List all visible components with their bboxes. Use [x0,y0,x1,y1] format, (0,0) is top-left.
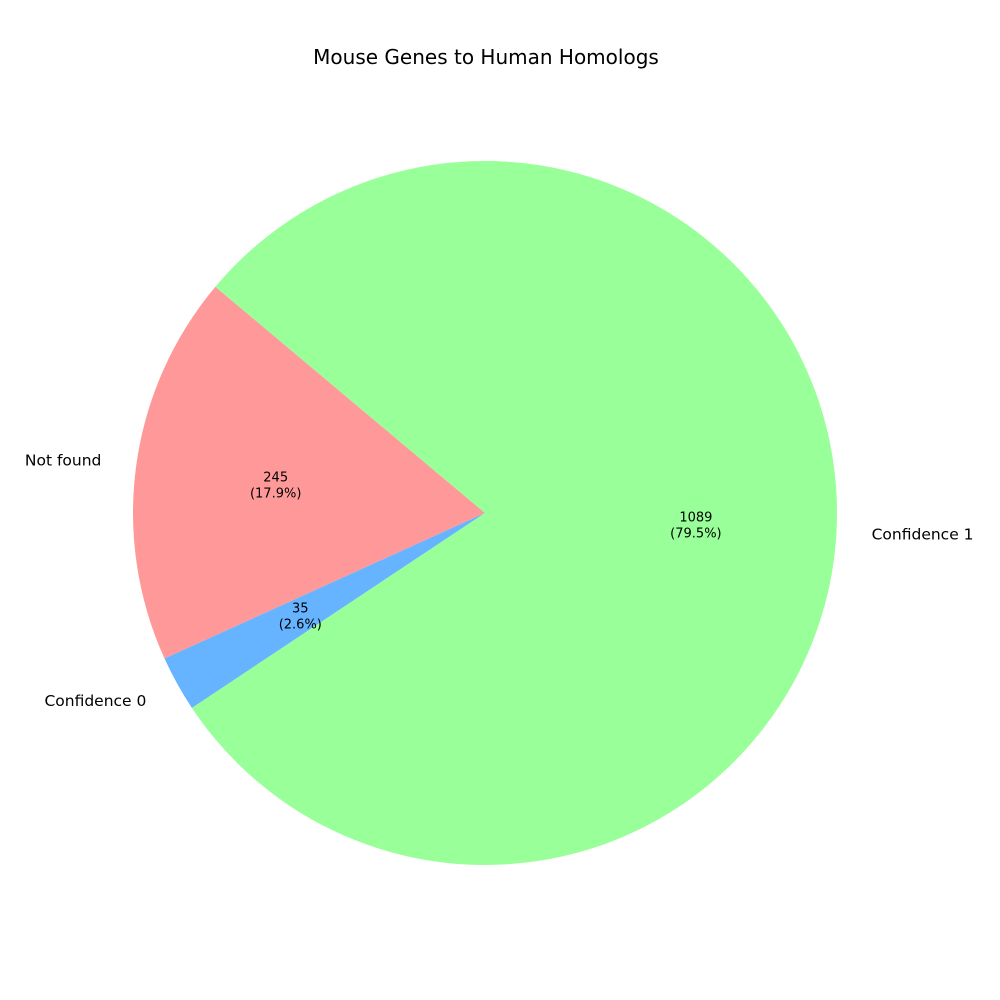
slice-label-not-found: Not found [25,452,102,470]
slice-percent-not-found: (17.9%) [250,486,301,501]
pie-labels: Not found 245(17.9%) Confidence 0 35(2.6%) C… [25,452,974,710]
slice-percent-confidence-1: (79.5%) [670,527,721,542]
slice-percent-confidence-0: (2.6%) [279,618,322,633]
slice-value-confidence-1: 1089 [679,511,712,526]
pie-slices [133,160,838,865]
pie-slice-confidence-1 [191,160,838,865]
chart-title: Mouse Genes to Human Homologs [313,45,659,69]
slice-value-not-found: 245 [263,470,288,485]
pie-slice-confidence-0 [164,513,485,708]
slice-label-confidence-0: Confidence 0 [44,692,146,710]
slice-value-confidence-0: 35 [292,602,309,617]
slice-label-confidence-1: Confidence 1 [872,526,974,544]
pie-slice-not-found [133,286,485,659]
